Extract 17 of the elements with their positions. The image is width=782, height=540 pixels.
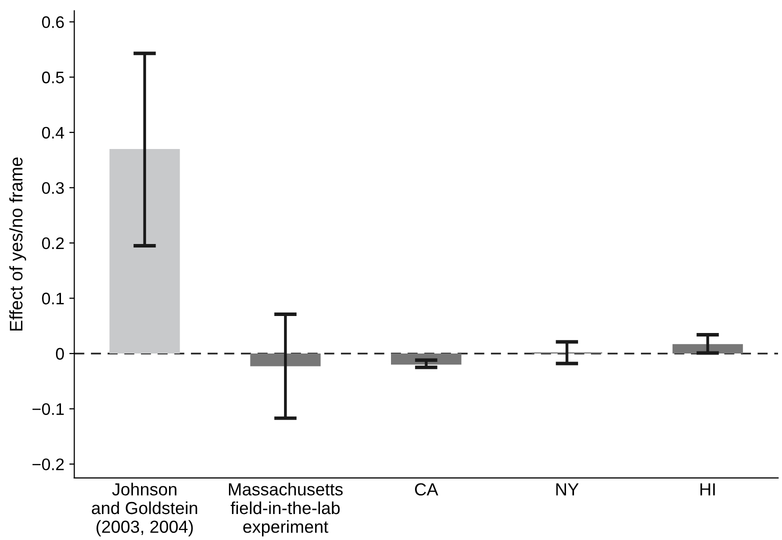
y-tick-label: 0.6 <box>42 16 64 28</box>
y-tick-label: −0.1 <box>32 403 64 416</box>
y-tick-label: −0.2 <box>32 458 64 470</box>
x-tick-label: CA <box>415 483 438 496</box>
y-tick-label: 0.1 <box>42 292 64 304</box>
y-tick-label: 0.5 <box>42 72 64 84</box>
y-tick-label: 0 <box>56 348 64 360</box>
x-tick-label: HI <box>700 483 715 496</box>
y-tick-label: 0.2 <box>42 237 64 250</box>
bar <box>109 148 180 354</box>
y-axis-title: Effect of yes/no frame <box>9 157 26 331</box>
x-tick-label: Johnson and Goldstein (2003, 2004) <box>92 482 198 536</box>
x-tick-label: Massachusetts field-in-the-lab experiment <box>228 482 343 536</box>
bar <box>250 354 321 366</box>
y-tick-label: 0.4 <box>42 126 64 139</box>
x-tick-label: NY <box>556 483 579 496</box>
y-tick-label: 0.3 <box>42 182 64 194</box>
